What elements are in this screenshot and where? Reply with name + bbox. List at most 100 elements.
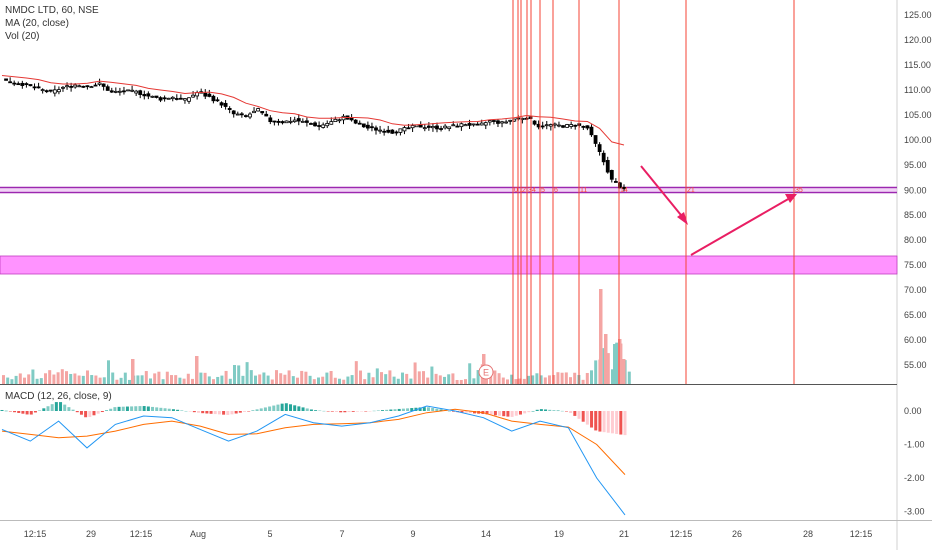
macd-histogram-bar [368, 411, 372, 412]
macd-histogram-bar [247, 411, 251, 412]
macd-histogram-bar [176, 409, 180, 411]
volume-bar [220, 375, 224, 384]
candle-body [162, 97, 167, 100]
macd-histogram-bar [46, 406, 50, 411]
volume-bar [539, 375, 543, 384]
volume-bar [191, 378, 194, 384]
volume-bar [472, 378, 476, 384]
volume-bar [52, 374, 56, 384]
candle-body [357, 122, 362, 125]
time-axis-label: 12:15 [670, 529, 693, 539]
volume-bar [23, 377, 26, 384]
candle-body [268, 117, 273, 123]
candle-body [386, 129, 391, 133]
candle-body [589, 126, 594, 136]
volume-bar [573, 372, 577, 384]
time-axis-label: 14 [481, 529, 491, 539]
macd-histogram-bar [297, 406, 301, 411]
macd-histogram-bar [188, 411, 192, 412]
candle-body [85, 85, 90, 88]
macd-histogram-bar [155, 407, 159, 411]
candle-body [272, 120, 277, 123]
volume-bar [611, 369, 614, 384]
candle-body [276, 120, 281, 123]
volume-bar [233, 365, 236, 384]
macd-histogram-bar [314, 410, 318, 411]
volume-bar [585, 372, 589, 384]
time-axis-label: 5 [267, 529, 272, 539]
volume-bar [405, 373, 409, 384]
macd-histogram-bar [406, 408, 410, 411]
volume-bar [535, 373, 539, 384]
macd-histogram-bar [460, 411, 464, 413]
candle-body [382, 130, 387, 133]
macd-histogram-bar [615, 411, 619, 434]
candle-body [569, 124, 574, 127]
volume-bar [207, 376, 211, 384]
macd-histogram-bar [92, 411, 96, 416]
macd-histogram-bar [21, 411, 25, 414]
candle-body [158, 97, 163, 101]
candle-body [32, 86, 37, 89]
candle-body [528, 116, 533, 119]
candle-body [252, 110, 256, 114]
volume-bar [14, 375, 18, 384]
macd-histogram-bar [518, 411, 522, 415]
volume-bar [569, 377, 572, 384]
volume-bar [342, 379, 346, 384]
volume-bar [359, 370, 362, 384]
arrow-down-line [640, 165, 686, 221]
volume-bar [73, 373, 77, 384]
macd-histogram-bar [364, 411, 368, 412]
volume-bar [451, 373, 455, 384]
volume-bar [98, 377, 102, 384]
candle-body [183, 98, 187, 101]
price-axis-label: 70.00 [904, 285, 927, 295]
volume-bar [510, 374, 514, 384]
macd-histogram-bar [217, 411, 221, 415]
level-band [0, 188, 897, 192]
candle-body [16, 83, 21, 86]
volume-bar [31, 369, 35, 384]
macd-histogram-bar [552, 410, 556, 411]
volume-bar [182, 378, 186, 384]
candle-body [191, 94, 195, 98]
candle-body [280, 121, 285, 124]
macd-histogram-bar [506, 411, 510, 417]
candle-body [492, 120, 496, 122]
candle-body [81, 85, 86, 88]
volume-bar [476, 370, 480, 384]
candle-body [8, 81, 13, 84]
volume-bar [333, 377, 337, 384]
candle-body [544, 124, 549, 127]
volume-bar [380, 372, 383, 384]
macd-histogram-bar [619, 411, 623, 435]
macd-histogram-bar [42, 408, 46, 411]
candle-body [61, 86, 65, 89]
price-axis-label: 75.00 [904, 260, 927, 270]
candle-body [223, 102, 228, 107]
volume-bar [384, 374, 388, 384]
macd-histogram-bar [322, 410, 326, 412]
macd-histogram-bar [0, 409, 4, 411]
candle-body [28, 84, 33, 87]
volume-bar [60, 369, 64, 384]
candle-body [65, 85, 69, 88]
candle-body [581, 125, 586, 128]
time-axis-label: 12:15 [24, 529, 47, 539]
candle-body [260, 111, 265, 114]
macd-histogram-bar [142, 406, 146, 411]
candle-body [394, 131, 399, 134]
candle-body [532, 120, 537, 125]
candle-body [552, 123, 557, 126]
price-axis-label: 80.00 [904, 235, 927, 245]
macd-histogram-bar [585, 411, 589, 425]
volume-bar [18, 373, 22, 384]
volume-bar [2, 375, 5, 384]
macd-histogram-bar [192, 411, 196, 413]
macd-histogram-bar [63, 404, 67, 411]
candle-body [146, 93, 151, 97]
macd-histogram-bar [96, 411, 100, 414]
